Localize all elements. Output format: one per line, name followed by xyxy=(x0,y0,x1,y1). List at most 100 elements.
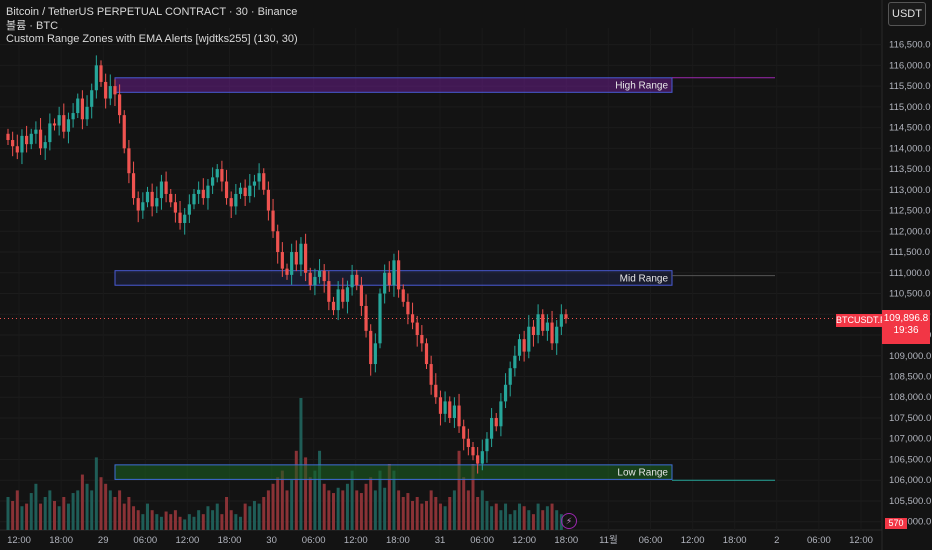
candle-body xyxy=(192,193,196,205)
volume-bar xyxy=(29,493,33,530)
volume-bar xyxy=(271,483,275,530)
candle-body xyxy=(71,113,75,120)
candle-body xyxy=(415,322,419,336)
candle-body xyxy=(336,289,340,311)
volume-bar xyxy=(66,503,70,530)
y-tick-label: 109,000.0 xyxy=(889,351,931,362)
candle-body xyxy=(159,181,164,199)
x-tick-label: 12:00 xyxy=(344,535,368,546)
currency-button[interactable]: USDT xyxy=(888,2,926,26)
candle-body xyxy=(383,272,387,294)
volume-bar xyxy=(25,503,29,530)
high-range-zone-label: High Range xyxy=(615,81,668,92)
volume-bar xyxy=(299,398,303,530)
volume-bar xyxy=(536,503,540,530)
volume-bar xyxy=(522,506,526,530)
candle-body xyxy=(317,270,322,277)
volume-bar xyxy=(39,503,43,530)
candle-body xyxy=(406,301,410,315)
volume-bar xyxy=(43,497,47,530)
volume-bar xyxy=(415,497,419,530)
x-tick-label: 2 xyxy=(774,535,779,546)
candle-body xyxy=(429,364,433,385)
candle-body xyxy=(113,86,117,95)
candle-body xyxy=(564,314,568,319)
x-tick-label: 31 xyxy=(435,535,446,546)
volume-bar xyxy=(322,483,326,530)
y-tick-label: 107,500.0 xyxy=(889,413,931,424)
chart-legend: Bitcoin / TetherUS PERPETUAL CONTRACT · … xyxy=(6,6,298,47)
volume-bar xyxy=(345,483,349,530)
candle-body xyxy=(15,146,19,153)
candle-body xyxy=(183,214,187,223)
volume-bar xyxy=(243,503,247,530)
low-range-zone xyxy=(114,464,673,480)
candle-body xyxy=(145,191,150,203)
volume-bar xyxy=(229,510,233,530)
candle-body xyxy=(294,252,298,265)
volume-bar xyxy=(290,479,294,530)
candle-body xyxy=(99,65,103,82)
symbol-title: Bitcoin / TetherUS PERPETUAL CONTRACT · … xyxy=(6,6,298,18)
volume-bar xyxy=(285,490,289,530)
candle-body xyxy=(131,173,136,199)
candle-body xyxy=(169,193,173,203)
volume-bar xyxy=(132,506,136,530)
candle-body xyxy=(531,326,536,336)
candle-body xyxy=(397,260,401,290)
x-tick-label: 12:00 xyxy=(176,535,200,546)
candle-body xyxy=(299,243,303,265)
candle-body xyxy=(559,314,563,327)
volume-bar xyxy=(457,450,461,530)
volume-bar xyxy=(448,497,452,530)
volume-indicator-title: 볼륨 · BTC xyxy=(6,19,59,32)
volume-bar xyxy=(504,503,508,530)
last-price-value: 109,896.8 xyxy=(883,313,929,324)
x-tick-label: 29 xyxy=(98,535,109,546)
y-tick-label: 112,000.0 xyxy=(889,226,931,237)
volume-bar xyxy=(62,497,66,530)
candle-body xyxy=(466,438,470,448)
volume-bar xyxy=(313,470,317,530)
candle-body xyxy=(541,314,545,331)
candle-body xyxy=(234,193,238,207)
y-tick-label: 107,000.0 xyxy=(889,434,931,445)
volume-bar xyxy=(108,490,112,530)
candle-body xyxy=(420,335,424,344)
candle-body xyxy=(141,202,145,211)
candle-body xyxy=(536,314,540,336)
candle-body xyxy=(257,173,261,182)
candle-body xyxy=(401,289,405,302)
y-tick-label: 106,500.0 xyxy=(889,454,931,465)
candle-body xyxy=(341,289,345,302)
volume-bar xyxy=(471,464,475,530)
volume-bar xyxy=(85,483,89,530)
candle-body xyxy=(206,185,210,199)
candle-body xyxy=(438,397,443,414)
candle-body xyxy=(369,330,373,365)
candle-body xyxy=(25,135,29,145)
candle-body xyxy=(503,384,508,402)
x-tick-label: 11월 xyxy=(599,534,618,546)
x-tick-label: 18:00 xyxy=(218,535,242,546)
candle-body xyxy=(90,90,94,107)
volume-bar xyxy=(80,474,84,530)
volume-bar xyxy=(341,490,345,530)
candle-body xyxy=(108,86,112,99)
volume-bar xyxy=(359,493,363,530)
candle-body xyxy=(122,115,126,149)
volume-bar xyxy=(71,493,75,530)
candle-body xyxy=(215,169,219,178)
candle-body xyxy=(280,252,284,269)
candle-body xyxy=(178,212,182,223)
lightning-icon[interactable]: ⚡ xyxy=(561,513,577,529)
x-tick-label: 18:00 xyxy=(554,535,578,546)
candle-body xyxy=(499,401,503,427)
symbol-price-tag: BTCUSDT.P xyxy=(836,314,887,327)
volume-bar xyxy=(420,503,424,530)
y-tick-label: 115,000.0 xyxy=(889,102,931,113)
y-tick-label: 114,500.0 xyxy=(889,123,931,134)
candle-body xyxy=(327,281,331,302)
candle-body xyxy=(34,129,38,134)
